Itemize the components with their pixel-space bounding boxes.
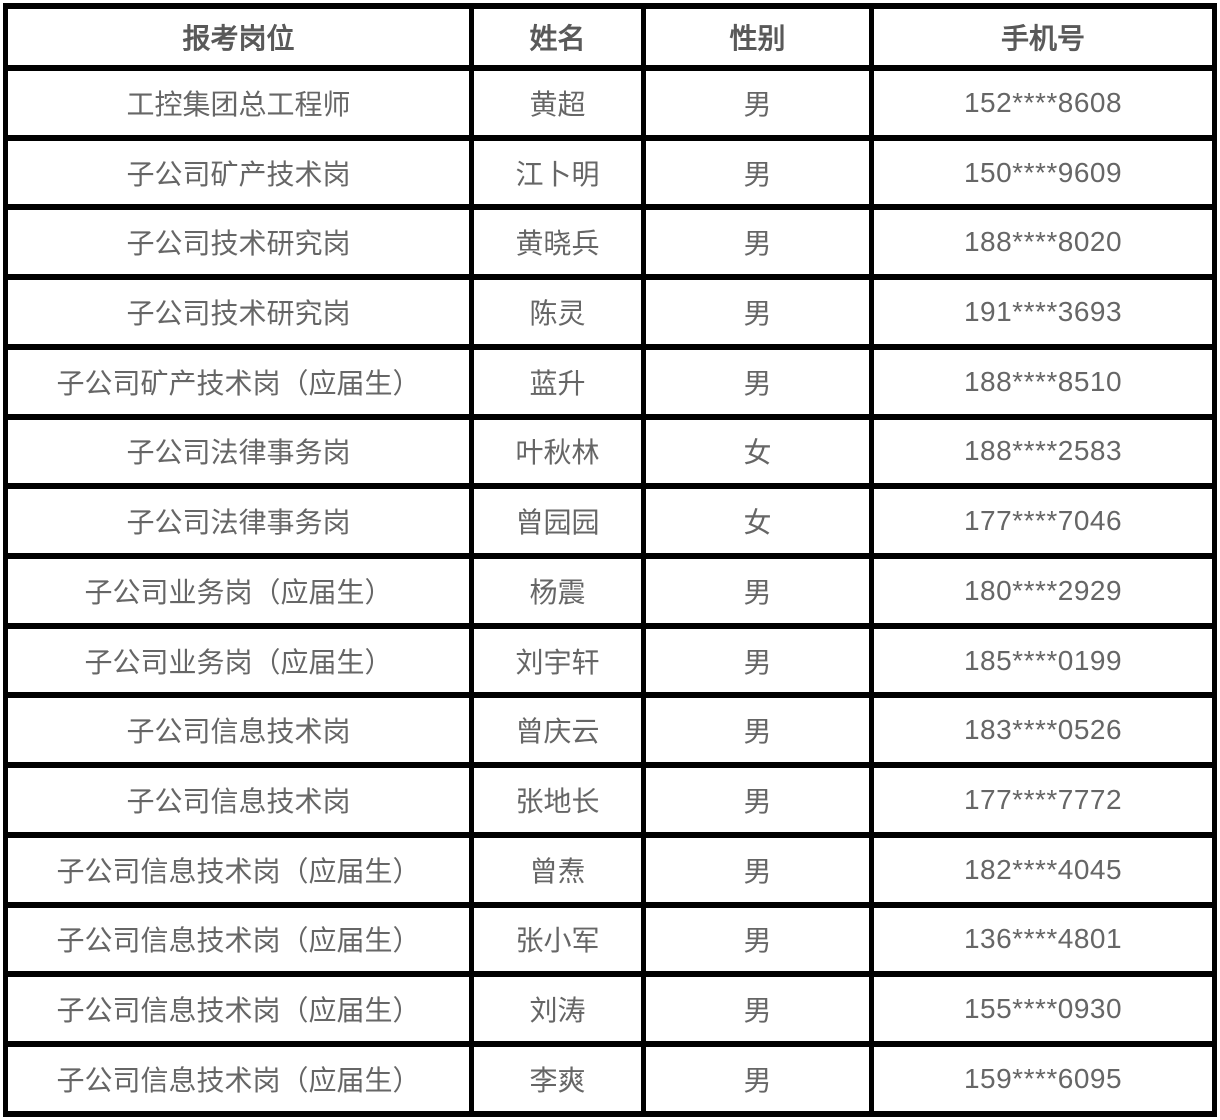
name-cell: 曾园园: [469, 483, 646, 560]
table-row: 子公司信息技术岗（应届生） 张小军男 136****4801: [3, 901, 1217, 978]
phone-cell: 177****7046: [869, 483, 1217, 560]
column-header-position: 报考岗位: [3, 3, 474, 71]
table-row: 子公司法律事务岗 叶秋林女 188****2583: [3, 413, 1217, 490]
phone-cell: 188****8020: [869, 204, 1217, 281]
table-row: 子公司信息技术岗（应届生） 李爽男 159****6095: [3, 1041, 1217, 1117]
table-row: 子公司矿产技术岗（应届生） 蓝升男 188****8510: [3, 343, 1217, 420]
gender-cell: 男: [641, 134, 874, 211]
table-row: 子公司技术研究岗 黄晓兵男 188****8020: [3, 204, 1217, 281]
position-cell: 子公司矿产技术岗（应届生）: [3, 343, 474, 420]
gender-cell: 男: [641, 762, 874, 838]
position-cell: 子公司信息技术岗（应届生）: [3, 901, 474, 978]
name-cell: 曾焘: [469, 831, 646, 908]
table-header: 报考岗位 姓名 性别 手机号: [3, 3, 1217, 71]
phone-cell: 152****8608: [869, 65, 1217, 141]
table-row: 子公司技术研究岗 陈灵男 191****3693: [3, 274, 1217, 350]
phone-cell: 155****0930: [869, 971, 1217, 1048]
name-cell: 黄超: [469, 65, 646, 141]
phone-cell: 191****3693: [869, 274, 1217, 350]
gender-cell: 男: [641, 553, 874, 629]
position-cell: 子公司信息技术岗: [3, 692, 474, 769]
phone-cell: 188****8510: [869, 343, 1217, 420]
position-cell: 工控集团总工程师: [3, 65, 474, 141]
gender-cell: 女: [641, 483, 874, 560]
phone-cell: 177****7772: [869, 762, 1217, 838]
gender-cell: 男: [641, 971, 874, 1048]
table-row: 子公司信息技术岗 曾庆云男 183****0526: [3, 692, 1217, 769]
position-cell: 子公司技术研究岗: [3, 274, 474, 350]
position-cell: 子公司信息技术岗（应届生）: [3, 971, 474, 1048]
table-row: 子公司业务岗（应届生） 刘宇轩男 185****0199: [3, 622, 1217, 699]
gender-cell: 男: [641, 831, 874, 908]
applicants-table: 报考岗位 姓名 性别 手机号 工控集团总工程师 黄超男 152****8608 子公司矿产技…: [3, 3, 1217, 1117]
gender-cell: 男: [641, 274, 874, 350]
name-cell: 杨震: [469, 553, 646, 629]
position-cell: 子公司信息技术岗（应届生）: [3, 1041, 474, 1117]
table-row: 子公司法律事务岗 曾园园女 177****7046: [3, 483, 1217, 560]
table-row: 子公司业务岗（应届生） 杨震男 180****2929: [3, 553, 1217, 629]
table-row: 子公司信息技术岗（应届生） 曾焘男 182****4045: [3, 831, 1217, 908]
table-row: 子公司信息技术岗（应届生） 刘涛男 155****0930: [3, 971, 1217, 1048]
name-cell: 曾庆云: [469, 692, 646, 769]
column-header-gender: 性别: [641, 3, 874, 71]
position-cell: 子公司法律事务岗: [3, 413, 474, 490]
position-cell: 子公司业务岗（应届生）: [3, 622, 474, 699]
gender-cell: 男: [641, 204, 874, 281]
name-cell: 黄晓兵: [469, 204, 646, 281]
gender-cell: 男: [641, 65, 874, 141]
phone-cell: 150****9609: [869, 134, 1217, 211]
table-row: 子公司矿产技术岗 江卜明男 150****9609: [3, 134, 1217, 211]
name-cell: 叶秋林: [469, 413, 646, 490]
phone-cell: 180****2929: [869, 553, 1217, 629]
table-row: 工控集团总工程师 黄超男 152****8608: [3, 65, 1217, 141]
gender-cell: 男: [641, 622, 874, 699]
position-cell: 子公司信息技术岗（应届生）: [3, 831, 474, 908]
phone-cell: 182****4045: [869, 831, 1217, 908]
position-cell: 子公司业务岗（应届生）: [3, 553, 474, 629]
column-header-name: 姓名: [469, 3, 646, 71]
phone-cell: 136****4801: [869, 901, 1217, 978]
table-row: 子公司信息技术岗 张地长男 177****7772: [3, 762, 1217, 838]
phone-cell: 159****6095: [869, 1041, 1217, 1117]
phone-cell: 183****0526: [869, 692, 1217, 769]
position-cell: 子公司技术研究岗: [3, 204, 474, 281]
gender-cell: 男: [641, 692, 874, 769]
position-cell: 子公司法律事务岗: [3, 483, 474, 560]
position-cell: 子公司矿产技术岗: [3, 134, 474, 211]
name-cell: 张小军: [469, 901, 646, 978]
gender-cell: 女: [641, 413, 874, 490]
name-cell: 江卜明: [469, 134, 646, 211]
phone-cell: 185****0199: [869, 622, 1217, 699]
column-header-phone: 手机号: [869, 3, 1217, 71]
name-cell: 陈灵: [469, 274, 646, 350]
name-cell: 刘涛: [469, 971, 646, 1048]
name-cell: 李爽: [469, 1041, 646, 1117]
name-cell: 张地长: [469, 762, 646, 838]
gender-cell: 男: [641, 343, 874, 420]
name-cell: 蓝升: [469, 343, 646, 420]
gender-cell: 男: [641, 1041, 874, 1117]
name-cell: 刘宇轩: [469, 622, 646, 699]
phone-cell: 188****2583: [869, 413, 1217, 490]
position-cell: 子公司信息技术岗: [3, 762, 474, 838]
gender-cell: 男: [641, 901, 874, 978]
header-row: 报考岗位 姓名 性别 手机号: [3, 3, 1217, 71]
table-body: 工控集团总工程师 黄超男 152****8608 子公司矿产技术岗 江卜明男 150***…: [3, 65, 1217, 1117]
